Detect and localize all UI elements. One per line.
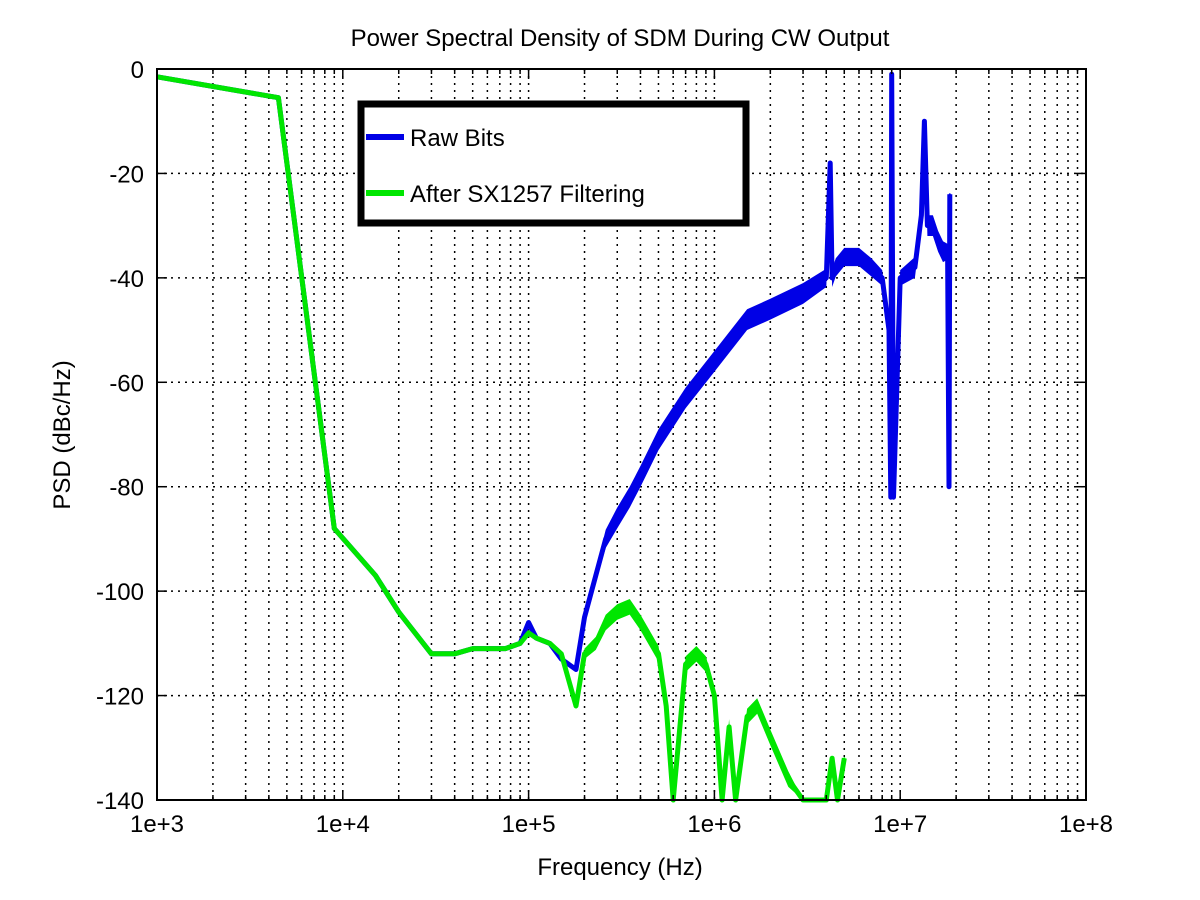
data-point-0-21	[639, 475, 642, 478]
data-point-1-9	[504, 647, 507, 650]
data-point-1-16	[583, 652, 586, 655]
legend-box	[357, 100, 750, 227]
data-point-0-49	[948, 485, 950, 488]
axis-ticks: 1e+3 1e+4 1e+5 1e+6 1e+7 1e+8 0 -20 -40 -60 -80 -10…	[96, 57, 1113, 838]
data-point-0-47	[942, 250, 944, 253]
data-point-0-46	[937, 240, 940, 243]
data-point-1-33	[756, 705, 759, 707]
x-tick-label: 1e+8	[1059, 811, 1113, 838]
data-point-1-5	[430, 652, 433, 655]
data-point-0-20	[628, 496, 631, 499]
series-line-1	[156, 74, 847, 803]
data-point-0-40	[899, 276, 902, 279]
data-point-0-36	[888, 329, 890, 332]
data-point-0-24	[713, 360, 716, 363]
data-point-1-28	[713, 694, 716, 697]
y-tick-label: 0	[131, 57, 144, 84]
data-point-1-3	[374, 574, 377, 577]
data-point-0-15	[575, 668, 577, 671]
data-point-1-7	[471, 647, 474, 650]
data-point-0-35	[881, 276, 884, 279]
data-point-0-37	[889, 496, 892, 499]
data-point-0-29	[829, 162, 832, 164]
x-tick-label: 1e+6	[687, 811, 741, 838]
x-tick-label: 1e+4	[316, 811, 370, 838]
y-tick-label: -120	[96, 684, 144, 711]
y-tick-label: -100	[96, 579, 144, 606]
series-layer	[156, 71, 953, 803]
data-point-1-1	[277, 96, 280, 99]
legend: Raw Bits After SX1257 Filtering	[357, 100, 750, 227]
data-point-0-33	[858, 256, 860, 258]
data-point-1-26	[695, 652, 698, 655]
data-point-1-17	[594, 642, 597, 645]
y-tick-label: -80	[109, 475, 144, 502]
data-point-1-25	[684, 663, 687, 666]
x-tick-label: 1e+5	[502, 811, 556, 838]
legend-label-raw-bits: Raw Bits	[410, 125, 505, 152]
data-point-1-15	[575, 705, 577, 707]
data-point-0-45	[931, 224, 934, 227]
data-point-0-19	[616, 517, 619, 519]
data-point-1-4	[397, 611, 400, 613]
data-point-1-14	[560, 652, 563, 655]
data-point-1-2	[333, 527, 336, 530]
data-point-0-25	[746, 318, 749, 321]
data-point-0-42	[920, 214, 923, 217]
data-point-1-10	[519, 642, 522, 645]
data-point-0-30	[831, 276, 834, 279]
data-point-0-17	[594, 574, 597, 577]
data-point-1-35	[787, 778, 790, 781]
data-point-1-12	[535, 637, 538, 640]
data-point-0-48	[946, 250, 949, 253]
data-point-0-41	[913, 266, 916, 269]
data-point-0-23	[684, 396, 687, 399]
data-point-1-19	[616, 611, 619, 613]
x-axis-label: Frequency (Hz)	[537, 854, 702, 881]
data-point-1-23	[665, 705, 668, 707]
data-point-1-27	[704, 663, 707, 666]
data-point-1-11	[527, 631, 530, 634]
data-point-0-50	[948, 193, 951, 196]
data-point-0-27	[802, 292, 804, 295]
data-point-0-18	[604, 537, 607, 540]
data-point-1-18	[604, 621, 607, 624]
x-tick-label: 1e+3	[130, 811, 184, 838]
y-tick-label: -40	[109, 266, 144, 293]
y-tick-label: -60	[109, 370, 144, 397]
data-point-0-26	[769, 308, 772, 311]
legend-label-filtered: After SX1257 Filtering	[410, 181, 645, 208]
plot-frame	[156, 68, 1087, 801]
chart-title: Power Spectral Density of SDM During CW …	[351, 25, 890, 52]
data-point-0-34	[870, 266, 873, 269]
y-tick-label: -20	[109, 161, 144, 188]
data-point-0-39	[892, 496, 895, 499]
data-point-0-11	[527, 621, 530, 624]
data-point-0-43	[923, 120, 926, 123]
data-point-0-22	[657, 438, 660, 441]
x-tick-label: 1e+7	[873, 811, 927, 838]
data-point-0-28	[825, 276, 828, 279]
data-point-1-6	[453, 652, 456, 655]
data-point-1-41	[843, 757, 846, 760]
data-point-0-44	[926, 224, 929, 227]
data-point-1-20	[628, 605, 631, 608]
data-point-0-31	[834, 266, 837, 269]
data-point-0-32	[843, 256, 846, 258]
data-point-1-13	[548, 642, 551, 645]
data-point-0-16	[583, 616, 586, 619]
data-point-1-39	[831, 757, 834, 760]
data-point-1-21	[639, 621, 642, 624]
data-point-1-34	[769, 736, 772, 739]
data-point-1-22	[657, 652, 660, 655]
data-point-1-8	[486, 647, 489, 650]
y-axis-label: PSD (dBc/Hz)	[49, 360, 76, 509]
y-tick-label: -140	[96, 788, 144, 815]
data-point-1-30	[728, 725, 731, 728]
data-point-1-32	[746, 715, 749, 718]
